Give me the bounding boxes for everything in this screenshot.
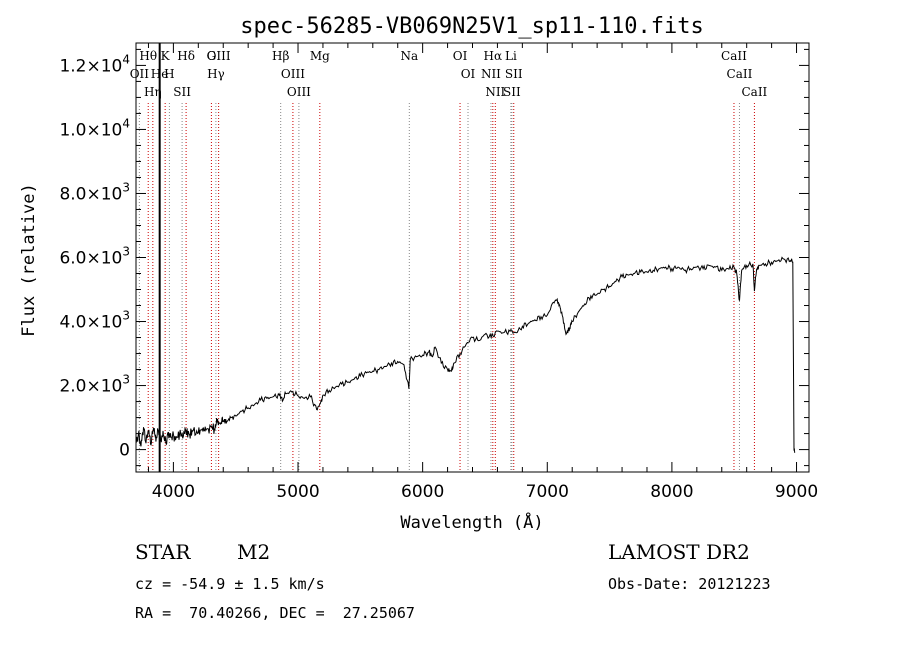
coordinates: RA = 70.40266, DEC = 27.25067 <box>135 604 415 622</box>
spectral-line-label-14: Mg <box>310 49 330 63</box>
y-tick-label-1: 2.0×103 <box>59 373 130 397</box>
x-tick-label-2: 6000 <box>401 482 444 502</box>
spectral-line-label-2: Hη <box>144 85 162 99</box>
y-tick-label-2: 4.0×103 <box>59 309 130 333</box>
x-axis-label: Wavelength (Å) <box>400 511 543 533</box>
spectrum-line <box>135 256 796 453</box>
spectral-line-label-8: OIII <box>207 49 231 63</box>
y-tick-label-5: 1.0×104 <box>59 116 130 140</box>
spectral-line-label-1: OII <box>130 67 150 81</box>
spectral-line-label-15: Na <box>400 49 418 63</box>
y-tick-label-6: 1.2×104 <box>59 52 130 76</box>
spectral-line-label-0: Hθ <box>139 49 157 63</box>
spectral-line-label-6: Hδ <box>177 49 195 63</box>
spectral-line-markers <box>138 103 755 472</box>
survey-name: LAMOST DR2 <box>608 540 750 564</box>
spectral-line-label-17: OI <box>461 67 476 81</box>
spectral-line-label-4: K <box>161 49 171 63</box>
spectral-line-label-13: OIII <box>287 85 311 99</box>
spectral-line-label-26: CaII <box>741 85 767 99</box>
x-tick-label-3: 7000 <box>526 482 569 502</box>
spectral-line-label-12: OIII <box>281 67 305 81</box>
x-axis: 4000 5000 6000 7000 8000 9000 <box>147 43 818 502</box>
spectral-line-label-11: Hβ <box>272 49 289 63</box>
y-tick-label-3: 6.0×103 <box>59 245 130 269</box>
plot-frame <box>135 42 810 473</box>
redshift-info: cz = -54.9 ± 1.5 km/s <box>135 575 325 593</box>
object-class: STAR <box>135 540 191 564</box>
spectral-line-label-7: SII <box>173 85 191 99</box>
obs-date: Obs-Date: 20121223 <box>608 575 771 593</box>
x-tick-label-5: 9000 <box>775 482 818 502</box>
object-subclass: M2 <box>237 540 271 564</box>
spectral-line-label-22: SII <box>505 67 523 81</box>
y-tick-label-4: 8.0×103 <box>59 180 130 204</box>
spectral-line-label-21: SII <box>503 85 521 99</box>
y-axis: 0 2.0×103 4.0×103 6.0×103 8.0×103 1.0×104 1.2×… <box>59 48 809 467</box>
x-tick-label-1: 5000 <box>276 482 319 502</box>
y-axis-label: Flux (relative) <box>19 183 39 337</box>
x-tick-label-0: 4000 <box>152 482 195 502</box>
spectral-line-label-10: G <box>207 49 217 63</box>
spectral-line-label-25: CaII <box>727 67 753 81</box>
spectral-line-label-23: Li <box>505 49 517 63</box>
x-tick-label-4: 8000 <box>650 482 693 502</box>
spectral-line-label-5: H <box>164 67 174 81</box>
spectral-line-label-24: CaII <box>721 49 747 63</box>
spectral-line-label-9: Hγ <box>207 67 225 81</box>
spectral-line-label-20: NII <box>485 85 505 99</box>
spectral-line-labels: HθOIIHηHeKHHδSIIOIIIHγGHβOIIIOIIIMgNaOIO… <box>130 49 768 99</box>
spectral-line-label-18: Hα <box>484 49 503 63</box>
y-tick-label-0: 0 <box>119 441 130 461</box>
spectral-line-label-19: NII <box>481 67 501 81</box>
chart-title: spec-56285-VB069N25V1_sp11-110.fits <box>240 14 704 39</box>
spectral-line-label-16: OI <box>453 49 468 63</box>
